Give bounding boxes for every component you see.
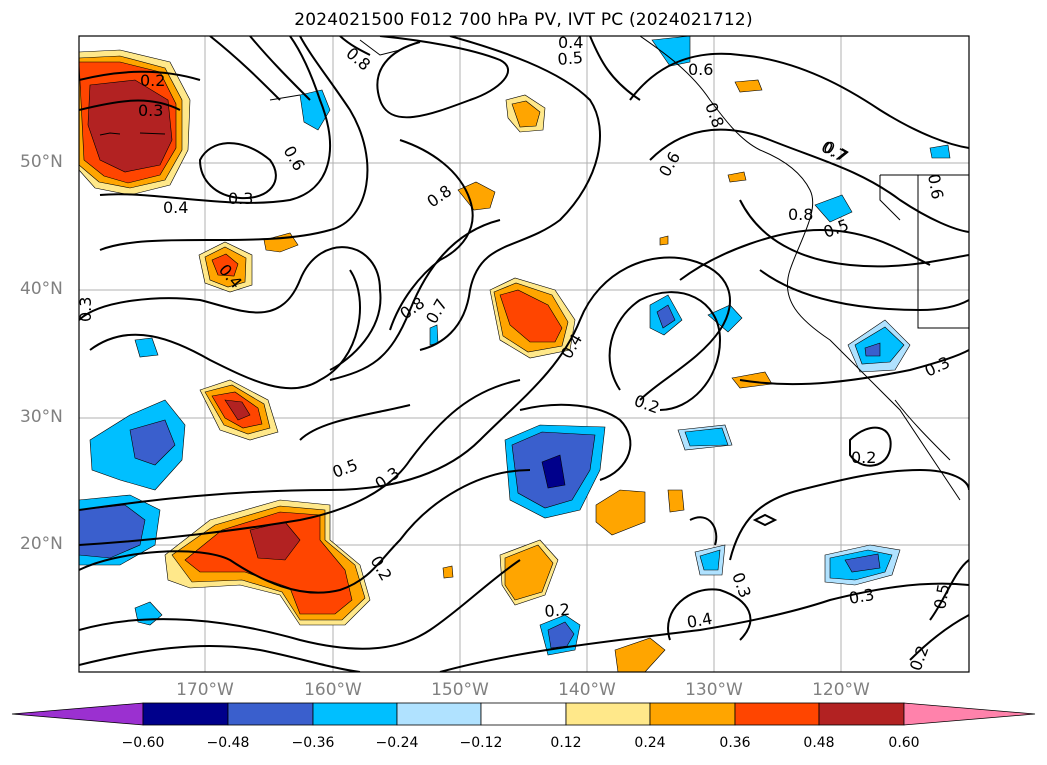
- colorbar-tick-label: −0.60: [121, 735, 165, 751]
- map-frame: [78, 35, 970, 673]
- colorbar-tick-label: 0.12: [550, 735, 582, 751]
- colorbar-segment: [565, 702, 651, 726]
- contour-label: 0.4: [685, 609, 713, 632]
- coastlines: [99, 36, 969, 501]
- lat-label: 20°N: [20, 534, 63, 554]
- contour-label: 0.4: [163, 198, 188, 217]
- contour-label: 0.2: [851, 448, 876, 467]
- colorbar-tick-label: −0.48: [206, 735, 250, 751]
- lon-label: 160°W: [304, 680, 362, 700]
- lat-label: 40°N: [20, 279, 63, 299]
- colorbar-segment: [480, 702, 567, 726]
- contour-label: 0.6: [688, 60, 713, 79]
- lon-label: 140°W: [558, 680, 616, 700]
- colorbar-segment: [734, 702, 820, 726]
- contour-label: 0.2: [544, 600, 571, 621]
- contour-label: 0.3: [76, 297, 95, 322]
- colorbar-segment: [649, 702, 736, 726]
- lon-label: 120°W: [812, 680, 870, 700]
- colorbar-segment: [396, 702, 482, 726]
- map-title: 2024021500 F012 700 hPa PV, IVT PC (2024…: [294, 10, 753, 30]
- lat-label: 30°N: [20, 407, 63, 427]
- pv-contours: [79, 36, 969, 672]
- colorbar-tick-label: 0.48: [803, 735, 835, 751]
- colorbar-tick-label: 0.24: [634, 735, 666, 751]
- contour-label: 0.3: [847, 585, 875, 608]
- lon-label: 130°W: [685, 680, 743, 700]
- colorbar-segment: [11, 702, 144, 726]
- contour-label: 0.8: [788, 205, 813, 224]
- contour-label: 0.3: [138, 101, 163, 120]
- contour-label: 0.2: [140, 71, 165, 90]
- colorbar-segment: [142, 702, 229, 726]
- lat-label: 50°N: [20, 152, 63, 172]
- contour-label: 0.5: [930, 582, 953, 610]
- colorbar: [11, 702, 1036, 726]
- colorbar-tick-label: 0.60: [888, 735, 920, 751]
- colorbar-segment: [818, 702, 905, 726]
- contour-label: 0.3: [228, 189, 253, 208]
- lon-label: 170°W: [176, 680, 234, 700]
- contour-label: 0.4: [558, 33, 583, 52]
- colorbar-tick-label: −0.24: [375, 735, 419, 751]
- colorbar-tick-label: 0.36: [719, 735, 751, 751]
- colorbar-segment: [312, 702, 398, 726]
- lon-label: 150°W: [431, 680, 489, 700]
- contour-label: 0.5: [557, 48, 584, 69]
- colorbar-segment: [903, 702, 1036, 726]
- colorbar-segment: [227, 702, 314, 726]
- contour-label: 0.6: [924, 172, 947, 200]
- colorbar-tick-label: −0.36: [291, 735, 335, 751]
- colorbar-tick-label: −0.12: [459, 735, 503, 751]
